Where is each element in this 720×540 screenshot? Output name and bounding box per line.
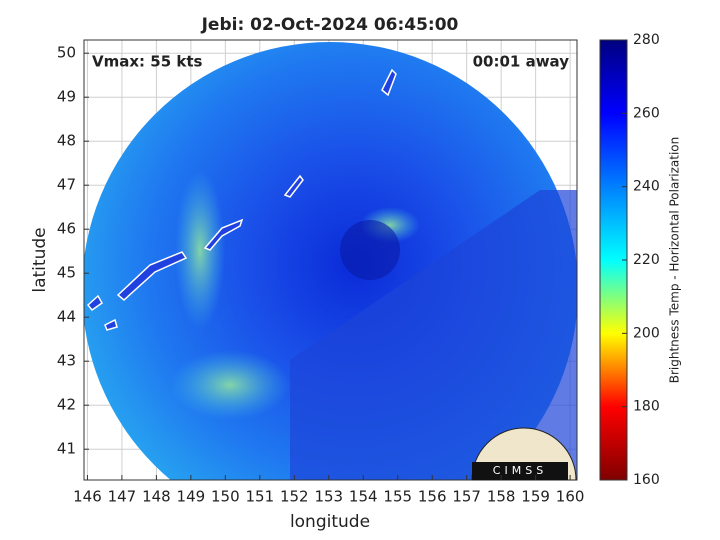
logo: CIMSS [471,427,577,481]
colorbar-tick-label: 220 [633,252,660,268]
colorbar-label: Brightness Temp - Horizontal Polarizatio… [668,137,682,384]
coastlines [86,68,397,331]
x-tick-label: 148 [142,488,171,506]
colorbar-tick-label: 180 [633,399,660,415]
axes-frame [83,39,578,481]
y-axis-label: latitude [30,227,50,292]
x-tick-label: 158 [487,488,516,506]
colorbar-tick-label: 280 [633,32,660,48]
x-tick-label: 149 [177,488,206,506]
annotation: Vmax: 55 kts [92,53,202,71]
x-tick-label: 157 [452,488,481,506]
satellite-image [84,42,577,480]
x-tick-label: 153 [314,488,343,506]
y-tick-label: 45 [57,264,76,282]
x-tick-label: 146 [73,488,102,506]
y-tick-label: 44 [57,308,76,326]
x-tick-label: 155 [383,488,412,506]
y-tick-label: 42 [57,396,76,414]
x-tick-label: 150 [211,488,240,506]
y-tick-label: 41 [57,440,76,458]
logo-text: CIMSS [493,464,547,477]
colorbar-tick-label: 240 [633,179,660,195]
y-tick-label: 46 [57,220,76,238]
colorbar-tick-label: 200 [633,325,660,341]
x-tick-label: 160 [556,488,585,506]
x-tick-label: 156 [418,488,447,506]
x-tick-label: 152 [280,488,309,506]
x-tick-label: 159 [521,488,550,506]
storm-core [340,220,400,280]
chart-title: Jebi: 02-Oct-2024 06:45:00 [201,15,459,35]
colorbar-tick-label: 260 [633,105,660,121]
x-tick-label: 154 [349,488,378,506]
x-tick-label: 151 [246,488,275,506]
annotation: 00:01 away [473,53,570,71]
warm-region [170,350,290,420]
colorbar-tick-label: 160 [633,472,660,488]
warm-region [175,170,225,330]
x-tick-label: 147 [108,488,137,506]
x-axis-label: longitude [290,512,370,532]
y-tick-label: 47 [57,176,76,194]
y-tick-label: 48 [57,132,76,150]
y-tick-label: 50 [57,44,76,62]
y-tick-label: 49 [57,88,76,106]
y-tick-label: 43 [57,352,76,370]
swath-overlap [290,190,577,480]
